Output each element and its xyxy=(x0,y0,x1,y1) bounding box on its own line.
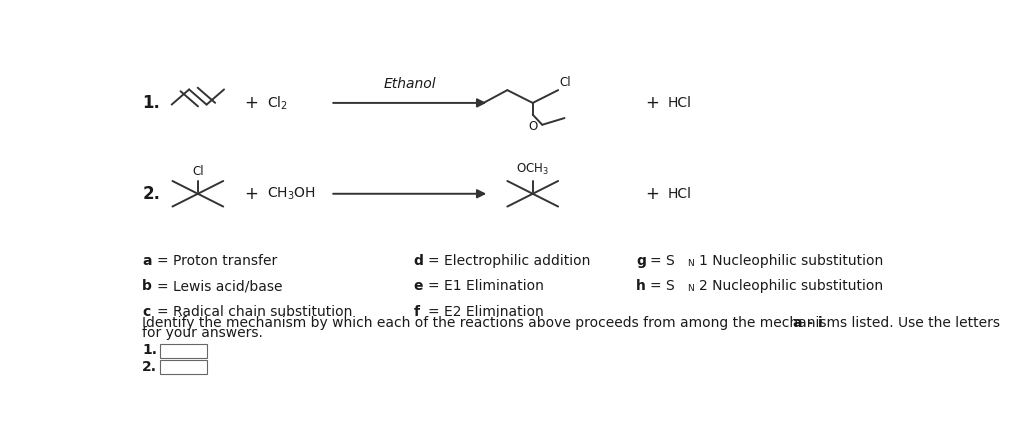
Text: +: + xyxy=(244,94,258,112)
Text: f: f xyxy=(414,305,420,319)
Text: N: N xyxy=(687,259,693,268)
Text: a: a xyxy=(142,254,152,268)
Text: = S: = S xyxy=(650,279,675,293)
Text: CH$_3$OH: CH$_3$OH xyxy=(267,186,315,202)
Text: d: d xyxy=(414,254,424,268)
Text: 2.: 2. xyxy=(142,360,158,374)
Text: = Electrophilic addition: = Electrophilic addition xyxy=(428,254,591,268)
Text: a - i: a - i xyxy=(793,316,822,330)
Bar xyxy=(160,343,207,357)
Text: 2 Nucleophilic substitution: 2 Nucleophilic substitution xyxy=(699,279,884,293)
Text: e: e xyxy=(414,279,423,293)
Text: 1 Nucleophilic substitution: 1 Nucleophilic substitution xyxy=(699,254,884,268)
Text: h: h xyxy=(636,279,646,293)
Bar xyxy=(160,361,207,375)
Text: Cl: Cl xyxy=(193,165,204,178)
Text: for your answers.: for your answers. xyxy=(142,326,263,340)
Text: +: + xyxy=(244,185,258,203)
Text: N: N xyxy=(687,284,693,294)
Text: +: + xyxy=(645,185,658,203)
Text: = Proton transfer: = Proton transfer xyxy=(157,254,276,268)
Text: = E2 Elimination: = E2 Elimination xyxy=(428,305,544,319)
Text: 1.: 1. xyxy=(142,94,160,112)
Text: HCl: HCl xyxy=(668,187,691,201)
Text: Ethanol: Ethanol xyxy=(383,77,436,91)
Text: 1.: 1. xyxy=(142,343,158,357)
Text: c: c xyxy=(142,305,151,319)
Text: HCl: HCl xyxy=(668,96,691,110)
Text: 2.: 2. xyxy=(142,185,161,203)
Text: g: g xyxy=(636,254,646,268)
Text: = S: = S xyxy=(650,254,675,268)
Text: = E1 Elimination: = E1 Elimination xyxy=(428,279,544,293)
Text: +: + xyxy=(645,94,658,112)
Text: Identify the mechanism by which each of the reactions above proceeds from among : Identify the mechanism by which each of … xyxy=(142,316,1005,330)
Text: Cl$_2$: Cl$_2$ xyxy=(267,94,288,111)
Text: = Lewis acid/base: = Lewis acid/base xyxy=(157,279,282,293)
Text: = Radical chain substitution: = Radical chain substitution xyxy=(157,305,352,319)
Text: Cl: Cl xyxy=(560,76,571,89)
Text: O: O xyxy=(528,120,538,133)
Text: b: b xyxy=(142,279,153,293)
Text: OCH$_3$: OCH$_3$ xyxy=(516,162,549,177)
